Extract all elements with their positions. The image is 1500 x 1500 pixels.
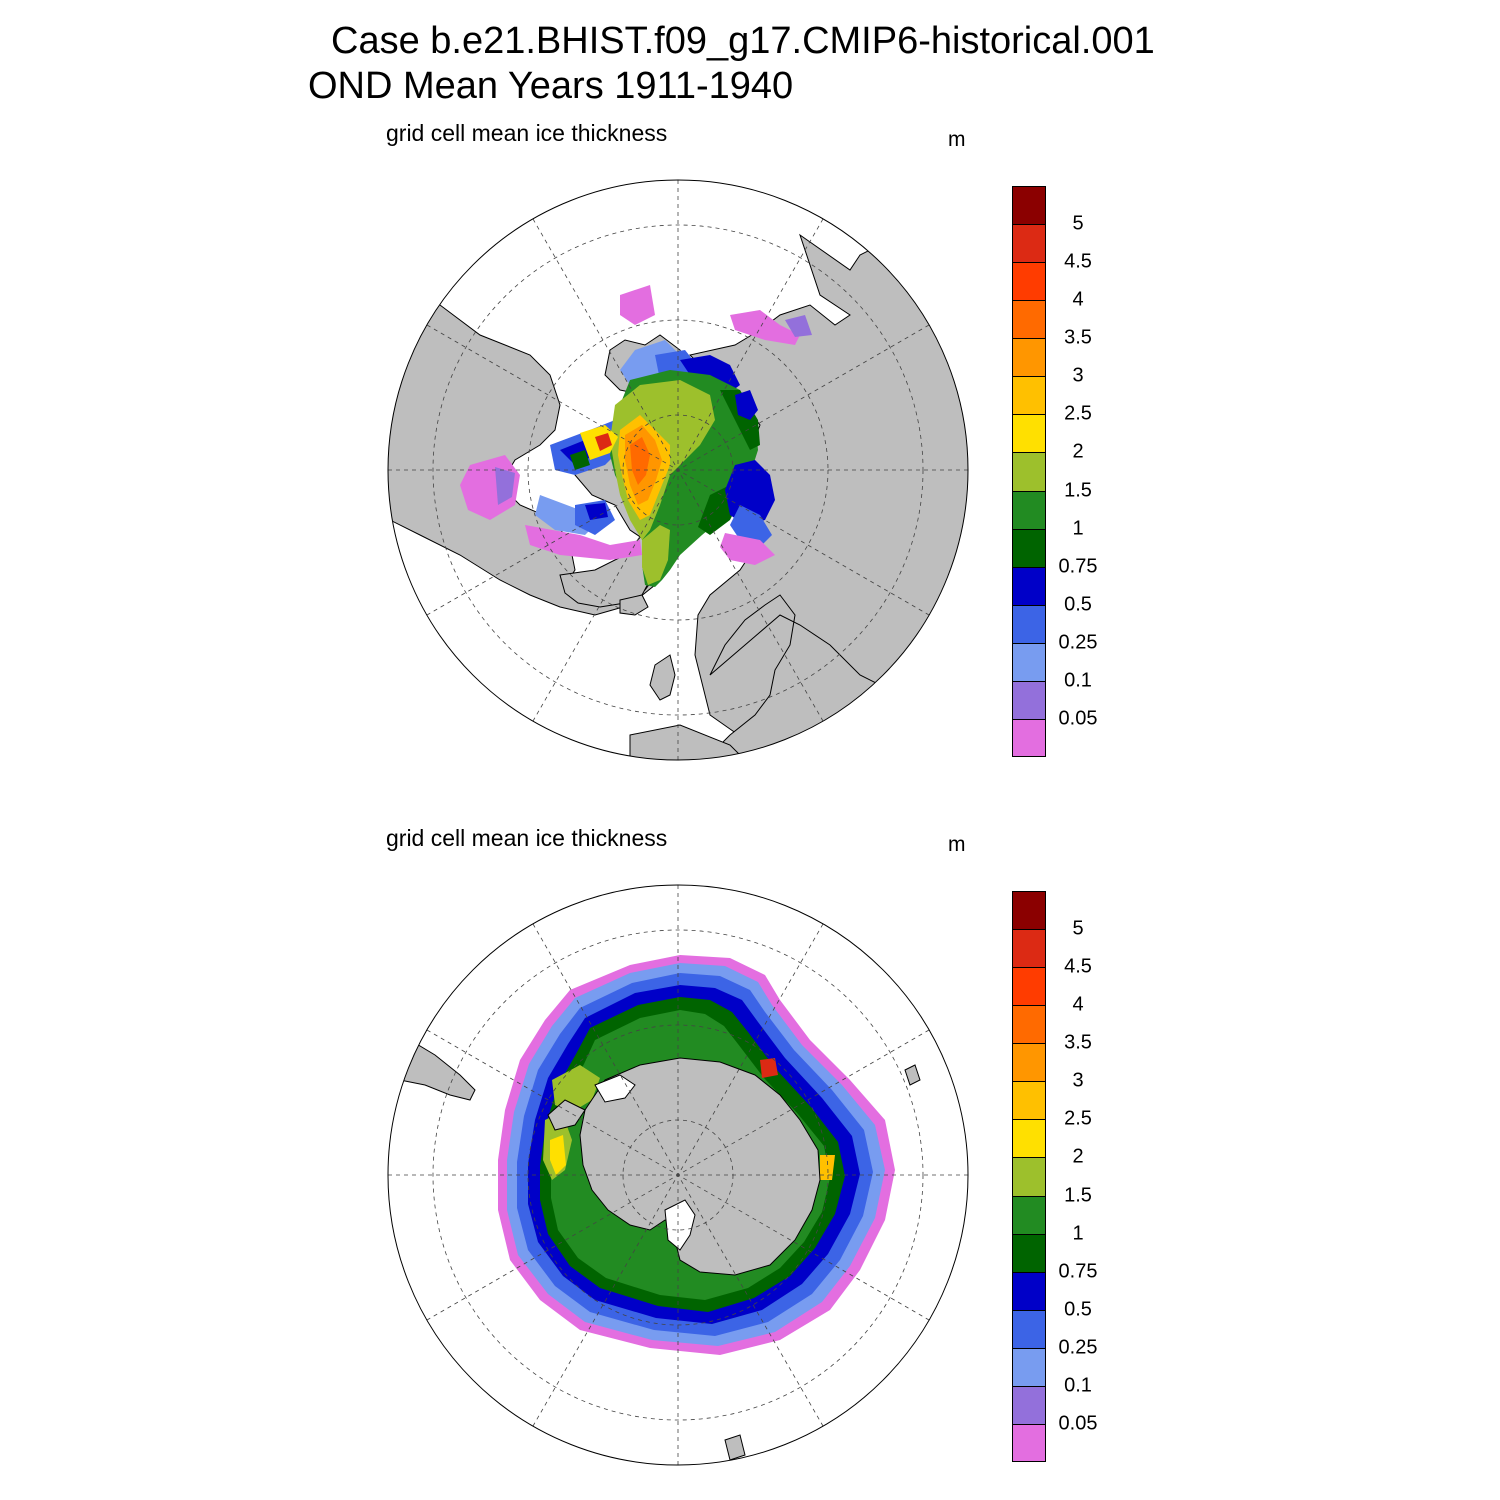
- antarctic-colorbar-box: [1013, 892, 1045, 931]
- antarctic-colorbar-box: [1013, 1196, 1045, 1235]
- arctic-colorbar-labels: 5 4.5 4 3.5 3 2.5 2 1.5 1 0.75 0.5 0.25 0.1 0.05: [1050, 186, 1110, 757]
- arctic-colorbar: [1012, 186, 1046, 757]
- arctic-panel: grid cell mean ice thickness m: [0, 0, 1500, 761]
- antarctic-colorbar-label: 0.75: [1058, 1260, 1098, 1283]
- antarctic-colorbar-box: [1013, 1044, 1045, 1083]
- arctic-colorbar-label: 0.1: [1064, 669, 1092, 692]
- arctic-units: m: [948, 128, 966, 151]
- arctic-map: [387, 179, 969, 761]
- antarctic-colorbar-label: 2.5: [1064, 1107, 1092, 1130]
- antarctic-colorbar-label: 4: [1072, 993, 1084, 1016]
- antarctic-colorbar-box: [1013, 930, 1045, 969]
- arctic-colorbar-box: [1013, 719, 1045, 756]
- arctic-colorbar-box: [1013, 567, 1045, 606]
- antarctic-map: [387, 884, 969, 1466]
- antarctic-colorbar-box: [1013, 1234, 1045, 1273]
- arctic-colorbar-label: 0.5: [1064, 593, 1092, 616]
- arctic-colorbar-box: [1013, 339, 1045, 378]
- antarctic-units: m: [948, 833, 966, 856]
- arctic-colorbar-box: [1013, 529, 1045, 568]
- antarctic-colorbar-box: [1013, 1310, 1045, 1349]
- arctic-colorbar-label: 0.05: [1058, 707, 1098, 730]
- antarctic-colorbar-labels: 5 4.5 4 3.5 3 2.5 2 1.5 1 0.75 0.5 0.25 0.1 0.05: [1050, 891, 1110, 1462]
- main-title: Case b.e21.BHIST.f09_g17.CMIP6-historica…: [331, 20, 1155, 62]
- antarctic-colorbar-label: 0.25: [1058, 1336, 1098, 1359]
- arctic-colorbar-box: [1013, 605, 1045, 644]
- arctic-colorbar-label: 3.5: [1064, 326, 1092, 349]
- arctic-colorbar-box: [1013, 415, 1045, 454]
- antarctic-colorbar-label: 3: [1072, 1069, 1084, 1092]
- arctic-graticule: [388, 180, 968, 760]
- arctic-colorbar-box: [1013, 187, 1045, 226]
- antarctic-colorbar-label: 3.5: [1064, 1031, 1092, 1054]
- antarctic-colorbar-box: [1013, 1348, 1045, 1387]
- arctic-colorbar-box: [1013, 491, 1045, 530]
- antarctic-colorbar-label: 1.5: [1064, 1184, 1092, 1207]
- antarctic-colorbar-label: 0.1: [1064, 1374, 1092, 1397]
- antarctic-colorbar-box: [1013, 1158, 1045, 1197]
- antarctic-colorbar-box: [1013, 1120, 1045, 1159]
- antarctic-colorbar-box: [1013, 1386, 1045, 1425]
- antarctic-colorbar-label: 4.5: [1064, 955, 1092, 978]
- antarctic-subtitle: grid cell mean ice thickness: [386, 825, 668, 851]
- antarctic-colorbar-box: [1013, 1272, 1045, 1311]
- season-years-title: OND Mean Years 1911-1940: [308, 65, 794, 107]
- arctic-colorbar-label: 1: [1072, 517, 1084, 540]
- antarctic-colorbar-label: 0.5: [1064, 1298, 1092, 1321]
- arctic-colorbar-label: 4.5: [1064, 250, 1092, 273]
- antarctic-colorbar-box: [1013, 1082, 1045, 1121]
- arctic-subtitle: grid cell mean ice thickness: [386, 120, 668, 146]
- antarctic-graticule: [388, 885, 968, 1465]
- antarctic-colorbar-label: 5: [1072, 917, 1084, 940]
- arctic-colorbar-box: [1013, 377, 1045, 416]
- antarctic-colorbar-box: [1013, 968, 1045, 1007]
- antarctic-colorbar: [1012, 891, 1046, 1462]
- arctic-colorbar-label: 5: [1072, 212, 1084, 235]
- antarctic-colorbar-label: 1: [1072, 1222, 1084, 1245]
- arctic-colorbar-label: 2: [1072, 440, 1084, 463]
- antarctic-colorbar-box: [1013, 1006, 1045, 1045]
- arctic-colorbar-label: 0.75: [1058, 555, 1098, 578]
- antarctic-colorbar-label: 0.05: [1058, 1412, 1098, 1435]
- arctic-colorbar-label: 0.25: [1058, 631, 1098, 654]
- arctic-colorbar-box: [1013, 225, 1045, 264]
- arctic-colorbar-label: 3: [1072, 364, 1084, 387]
- arctic-colorbar-label: 2.5: [1064, 402, 1092, 425]
- arctic-colorbar-label: 4: [1072, 288, 1084, 311]
- arctic-colorbar-label: 1.5: [1064, 479, 1092, 502]
- antarctica-land: [579, 1057, 821, 1276]
- arctic-colorbar-box: [1013, 301, 1045, 340]
- arctic-colorbar-box: [1013, 643, 1045, 682]
- antarctic-colorbar-label: 2: [1072, 1145, 1084, 1168]
- arctic-colorbar-box: [1013, 681, 1045, 720]
- antarctic-colorbar-box: [1013, 1424, 1045, 1461]
- arctic-colorbar-box: [1013, 453, 1045, 492]
- arctic-colorbar-box: [1013, 263, 1045, 302]
- antarctic-panel: grid cell mean ice thickness m: [0, 705, 1500, 1466]
